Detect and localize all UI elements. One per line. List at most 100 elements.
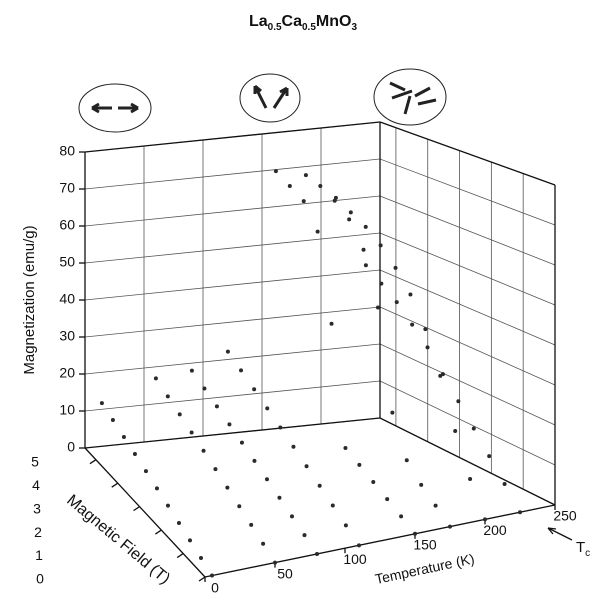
data-point — [448, 524, 452, 529]
data-point — [315, 551, 319, 556]
tc-annotation: Tc — [576, 539, 590, 559]
chart-title: La0.5Ca0.5MnO3 — [249, 13, 357, 33]
tick-mark — [89, 459, 97, 465]
data-point — [408, 292, 413, 297]
y-tick-label: 4 — [32, 477, 40, 493]
data-point — [423, 327, 428, 332]
data-point — [363, 263, 368, 268]
data-point — [291, 444, 296, 449]
x-tick-label: 200 — [483, 522, 507, 538]
data-point — [347, 217, 352, 222]
data-point — [202, 386, 207, 391]
grid-line — [379, 343, 556, 426]
data-point — [278, 425, 283, 430]
data-point — [518, 510, 522, 515]
data-point — [385, 497, 390, 502]
y-tick-label: 0 — [36, 571, 44, 587]
z-tick-label: 50 — [59, 254, 75, 270]
data-point — [378, 243, 383, 248]
data-point — [165, 394, 170, 399]
box-edge — [204, 504, 556, 578]
data-point — [273, 560, 277, 565]
data-point — [261, 541, 266, 546]
data-point — [393, 265, 398, 270]
data-point — [394, 300, 399, 305]
tick-mark — [155, 529, 162, 535]
text-part: La — [249, 13, 268, 30]
data-point — [371, 479, 376, 484]
tick-mark — [133, 506, 140, 512]
box-edge — [379, 121, 556, 186]
tc-arrow — [547, 527, 573, 541]
y-tick-label: 1 — [35, 547, 43, 563]
data-point — [176, 520, 181, 525]
spin-icons — [78, 68, 447, 133]
z-tick-label: 0 — [67, 439, 75, 455]
data-point — [404, 458, 409, 463]
data-point — [357, 543, 361, 548]
data-point — [410, 322, 415, 327]
data-point — [227, 422, 232, 427]
data-point — [154, 486, 159, 491]
data-point — [440, 372, 445, 377]
data-point — [210, 573, 214, 578]
data-point — [304, 464, 309, 469]
z-tick-label: 60 — [59, 217, 75, 233]
z-tick-label: 80 — [59, 143, 75, 159]
box-edge — [84, 121, 381, 153]
x-tick-label: 150 — [413, 537, 437, 553]
data-point — [330, 503, 335, 508]
y-tick-label: 5 — [31, 453, 39, 469]
data-point — [453, 429, 458, 434]
grid-line — [379, 195, 556, 266]
grid-line — [379, 306, 556, 386]
z-tick-label: 40 — [59, 291, 75, 307]
data-point — [363, 224, 368, 229]
tick-mark — [111, 482, 119, 488]
y-tick-label: 3 — [33, 500, 41, 516]
data-point — [237, 504, 242, 509]
data-point — [357, 462, 362, 467]
data-point — [456, 399, 461, 404]
x-tick-label: 0 — [211, 580, 219, 596]
data-point — [252, 458, 257, 463]
data-point — [317, 483, 322, 488]
x-tick-label: 250 — [553, 508, 577, 524]
box-edge — [379, 417, 556, 506]
data-point — [225, 349, 230, 354]
data-point — [201, 448, 206, 453]
x-tick-label: 100 — [343, 551, 367, 567]
z-tick-label: 10 — [59, 402, 75, 418]
grid-line — [379, 380, 556, 466]
box-edge — [84, 447, 206, 578]
grid-line — [379, 158, 556, 226]
box-edge — [84, 417, 381, 449]
grid-line — [84, 306, 381, 338]
data-point — [189, 430, 194, 435]
data-point — [302, 533, 307, 538]
data-point — [165, 503, 170, 508]
data-point — [153, 376, 158, 381]
data-point — [110, 418, 115, 423]
subscript: 0.5 — [268, 22, 282, 33]
data-point — [471, 426, 476, 431]
x-tick-label: 50 — [277, 565, 293, 581]
data-point — [252, 387, 257, 392]
data-point — [132, 452, 137, 457]
data-point — [375, 305, 380, 310]
data-point — [301, 199, 306, 204]
data-point — [99, 401, 104, 406]
grid-line — [84, 232, 381, 264]
data-point — [198, 555, 203, 560]
y-axis-title: Magnetic Field (T) — [63, 492, 173, 588]
data-point — [390, 410, 395, 415]
y-tick-label: 2 — [34, 524, 42, 540]
text-part: Ca — [282, 13, 303, 30]
data-point — [225, 485, 230, 490]
data-point — [273, 169, 278, 174]
z-tick-label: 70 — [59, 180, 75, 196]
grid-line — [379, 232, 556, 306]
data-point — [177, 412, 182, 417]
data-point — [468, 476, 473, 481]
